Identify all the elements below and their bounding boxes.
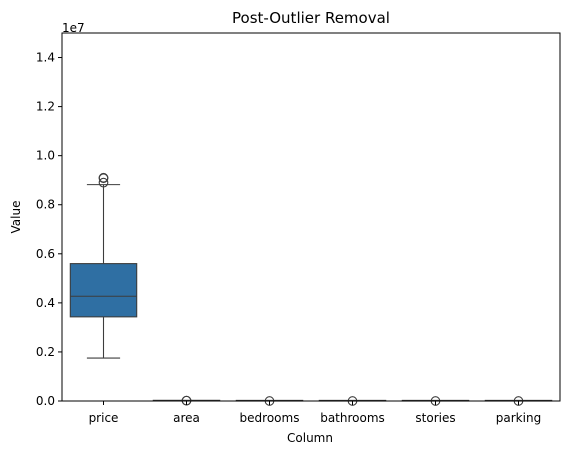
y-axis-label: Value [9,201,23,234]
y-tick-label: 0.8 [36,198,55,212]
box-group-price [69,172,138,359]
plot-frame [61,32,561,402]
y-tick-label: 0.2 [36,345,55,359]
y-tick-label: 0.4 [36,296,55,310]
x-tick-label-stories: stories [415,411,455,425]
chart-title: Post-Outlier Removal [232,9,390,27]
y-tick-label: 1.0 [36,149,55,163]
x-axis-label: Column [287,431,333,445]
y-tick-label: 1.4 [36,51,55,65]
x-tick-label-bathrooms: bathrooms [320,411,385,425]
y-tick-label: 0.6 [36,247,55,261]
flier-point [98,177,109,188]
plot-area: 0.0 0.2 0.4 0.6 0.8 1.0 1.2 1.4 price area bedroom… [36,32,561,425]
y-offset-label: 1e7 [62,21,85,35]
x-tick-label-parking: parking [496,411,541,425]
flier-point [98,172,109,183]
x-tick-label-area: area [173,411,200,425]
y-tick-label: 1.2 [36,100,55,114]
y-tick-label: 0.0 [36,394,55,408]
x-tick-label-bedrooms: bedrooms [240,411,300,425]
x-tick-label-price: price [89,411,119,425]
box-price [69,263,138,318]
